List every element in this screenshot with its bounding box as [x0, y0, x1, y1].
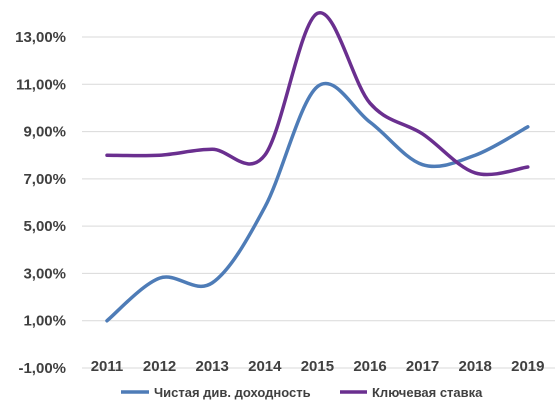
x-tick-label: 2018: [459, 358, 492, 375]
x-tick-label: 2019: [511, 358, 544, 375]
x-tick-label: 2017: [406, 358, 439, 375]
x-tick-label: 2016: [353, 358, 386, 375]
legend-label-2: Ключевая ставка: [372, 385, 483, 400]
legend: Чистая див. доходность Ключевая ставка: [121, 385, 483, 400]
x-tick-label: 2012: [143, 358, 176, 375]
y-tick-label: -1,00%: [18, 360, 66, 377]
x-tick-label: 2011: [91, 358, 124, 375]
x-axis-tick-labels: 2011 2012 2013 2014 2015 2016 2017 2018 2019: [91, 358, 545, 375]
y-tick-label: 13,00%: [15, 29, 66, 46]
series-lines: [105, 11, 530, 323]
x-tick-label: 2013: [196, 358, 229, 375]
x-tick-label: 2014: [248, 358, 282, 375]
gridlines: [82, 36, 555, 369]
series-line-2: [105, 11, 530, 177]
y-tick-label: 5,00%: [23, 218, 66, 235]
y-tick-label: 1,00%: [23, 313, 66, 330]
x-tick-label: 2015: [301, 358, 334, 375]
y-tick-label: 11,00%: [16, 76, 66, 93]
y-tick-label: 3,00%: [23, 265, 66, 282]
y-tick-label: 9,00%: [23, 124, 66, 141]
y-tick-label: 7,00%: [23, 171, 66, 188]
series-line-1: [105, 81, 530, 323]
legend-label-1: Чистая див. доходность: [154, 385, 311, 400]
y-axis-tick-labels: -1,00% 1,00% 3,00% 5,00% 7,00% 9,00% 11,00% 13,…: [15, 29, 66, 377]
